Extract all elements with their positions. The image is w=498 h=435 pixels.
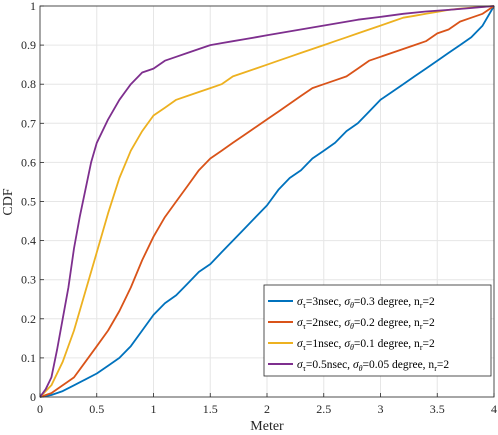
- legend-nr-value: =2: [422, 338, 434, 350]
- x-tick-label: 1.5: [203, 402, 218, 416]
- legend: στ=3nsec, σθ=0.3 degree, nr=2στ=2nsec, σ…: [263, 284, 492, 377]
- y-tick-label: 0.7: [21, 116, 36, 130]
- r-subscript: r: [420, 322, 423, 331]
- r-subscript: r: [420, 343, 423, 352]
- x-tick-label: 2.5: [316, 402, 331, 416]
- x-tick-label: 0: [37, 402, 43, 416]
- y-tick-label: 0.3: [21, 273, 36, 287]
- sigma-symbol: σ: [297, 338, 304, 350]
- series-line-4: [39, 5, 495, 398]
- x-tick-label: 3.5: [430, 402, 445, 416]
- y-tick-label: 0.8: [21, 77, 36, 91]
- tau-subscript: τ: [303, 322, 307, 331]
- legend-box: [263, 284, 492, 377]
- sigma-symbol: σ: [344, 296, 351, 308]
- series-line-3: [39, 5, 495, 398]
- legend-nr-value: =2: [437, 359, 449, 371]
- tau-subscript: τ: [303, 343, 307, 352]
- legend-nr-value: =2: [422, 317, 434, 329]
- series-lines: [39, 5, 495, 398]
- sigma-symbol: σ: [344, 317, 351, 329]
- y-tick-label: 0.4: [21, 234, 36, 248]
- sigma-symbol: σ: [297, 317, 304, 329]
- legend-nr-value: =2: [422, 296, 434, 308]
- legend-theta-value: =0.3 degree, n: [354, 296, 420, 308]
- x-tick-label: 1: [151, 402, 157, 416]
- legend-theta-value: =0.1 degree, n: [354, 338, 420, 350]
- y-tick-label: 0.5: [21, 195, 36, 209]
- theta-subscript: θ: [350, 301, 354, 310]
- r-subscript: r: [434, 364, 437, 373]
- y-tick-label: 0.9: [21, 38, 36, 52]
- legend-tau-value: =0.5nsec,: [306, 359, 353, 371]
- legend-tau-value: =3nsec,: [306, 296, 344, 308]
- tau-subscript: τ: [303, 364, 307, 373]
- y-tick-label: 0.2: [21, 312, 36, 326]
- x-tick-labels: 0 0.5 1 1.5 2 2.5 3 3.5 4: [37, 402, 497, 416]
- series-line-2: [39, 5, 495, 398]
- theta-subscript: θ: [350, 343, 354, 352]
- y-tick-label: 0.1: [21, 351, 36, 365]
- legend-entry-1: στ=3nsec, σθ=0.3 degree, nr=2: [297, 296, 435, 310]
- x-tick-label: 0.5: [89, 402, 104, 416]
- y-tick-labels: 0 0.1 0.2 0.3 0.4 0.5 0.6 0.7 0.8 0.9 1: [21, 0, 36, 404]
- y-tick-label: 0: [30, 390, 36, 404]
- tick-marks: [39, 5, 495, 398]
- series-line-1: [39, 5, 495, 398]
- legend-entry-4: στ=0.5nsec, σθ=0.05 degree, nr=2: [297, 359, 449, 373]
- theta-subscript: θ: [350, 322, 354, 331]
- sigma-symbol: σ: [297, 296, 304, 308]
- legend-theta-value: =0.05 degree, n: [363, 359, 435, 371]
- x-tick-label: 4: [491, 402, 497, 416]
- legend-entry-2: στ=2nsec, σθ=0.2 degree, nr=2: [297, 317, 435, 331]
- y-tick-label: 1: [30, 0, 36, 13]
- theta-subscript: θ: [359, 364, 363, 373]
- r-subscript: r: [420, 301, 423, 310]
- legend-tau-value: =1nsec,: [306, 338, 344, 350]
- x-tick-label: 2: [264, 402, 270, 416]
- y-axis-label: CDF: [1, 188, 16, 215]
- legend-entry-3: στ=1nsec, σθ=0.1 degree, nr=2: [297, 338, 435, 352]
- sigma-symbol: σ: [344, 338, 351, 350]
- legend-tau-value: =2nsec,: [306, 317, 344, 329]
- x-axis-label: Meter: [250, 419, 284, 434]
- legend-theta-value: =0.2 degree, n: [354, 317, 420, 329]
- tau-subscript: τ: [303, 301, 307, 310]
- y-tick-label: 0.6: [21, 155, 36, 169]
- sigma-symbol: σ: [297, 359, 304, 371]
- x-tick-label: 3: [378, 402, 384, 416]
- sigma-symbol: σ: [353, 359, 360, 371]
